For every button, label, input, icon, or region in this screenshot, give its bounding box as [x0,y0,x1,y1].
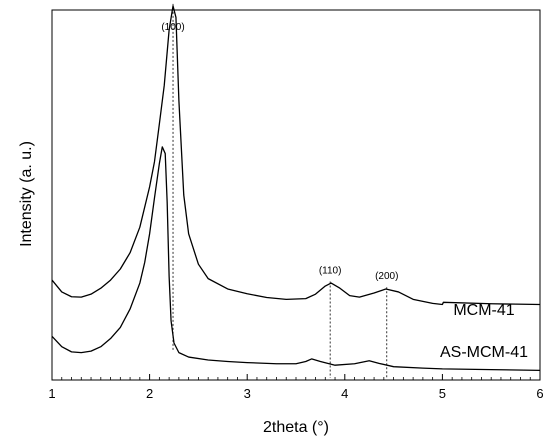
x-axis-title: 2theta (°) [263,419,329,436]
series-label-mcm41: MCM-41 [453,302,514,319]
x-axis-ticks: 1 2 3 4 5 6 [48,374,544,401]
peak-label: (100) [161,22,184,33]
peak-labels: (100) (110) (200) [161,22,398,282]
x-tick-label: 2 [146,386,153,401]
x-tick-label: 1 [48,386,55,401]
x-tick-label: 5 [439,386,446,401]
peak-label: (200) [375,271,398,282]
series-lines [51,5,541,372]
plot-frame [51,9,541,381]
y-axis-title: Intensity (a. u.) [18,141,35,247]
series-line-as-mcm41 [51,146,541,372]
series-label-as-mcm41: AS-MCM-41 [440,344,528,361]
x-tick-label: 3 [244,386,251,401]
x-tick-label: 4 [341,386,348,401]
x-tick-label: 6 [536,386,543,401]
peak-marker-lines [172,3,388,378]
peak-label: (110) [319,266,342,277]
series-line-mcm41 [51,5,541,306]
plot-border [51,9,541,381]
